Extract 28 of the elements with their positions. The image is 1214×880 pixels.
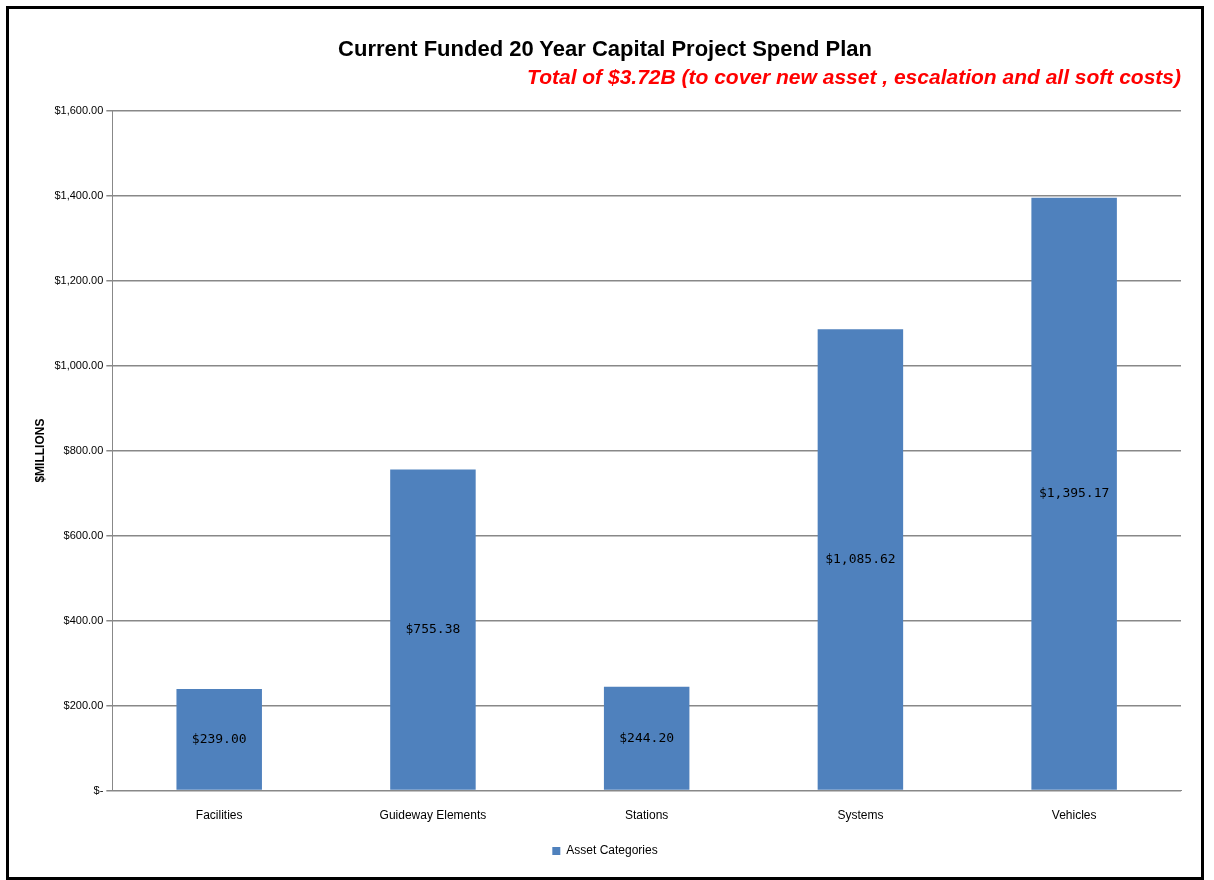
y-tick-label: $200.00 bbox=[63, 698, 104, 711]
chart-subtitle: Total of $3.72B (to cover new asset , escalation and all soft costs) bbox=[527, 64, 1181, 88]
bar bbox=[603, 686, 690, 790]
y-tick-label: $1,200.00 bbox=[54, 273, 104, 286]
bar bbox=[390, 469, 476, 790]
chart-title: Current Funded 20 Year Capital Project Spend Plan bbox=[338, 36, 872, 62]
y-tick-label: $1,400.00 bbox=[54, 188, 104, 201]
x-tick-label: Vehicles bbox=[1051, 808, 1097, 823]
y-tick-label: $1,000.00 bbox=[54, 358, 104, 371]
data-label: $1,085.62 bbox=[825, 550, 896, 566]
data-label: $1,395.17 bbox=[1038, 485, 1110, 501]
x-tick-label: Stations bbox=[624, 808, 669, 823]
y-tick-label: $600.00 bbox=[63, 528, 104, 541]
bar bbox=[1031, 197, 1117, 790]
data-label: $239.00 bbox=[191, 730, 247, 746]
y-axis-title: $MILLIONS bbox=[32, 418, 47, 483]
y-tick-label: $1,600.00 bbox=[54, 103, 104, 116]
data-label: $755.38 bbox=[405, 621, 461, 637]
legend-label: Asset Categories bbox=[566, 843, 658, 858]
bar bbox=[817, 329, 904, 790]
data-label: $244.20 bbox=[619, 729, 675, 745]
x-tick-label: Guideway Elements bbox=[379, 808, 487, 823]
y-tick-label: $- bbox=[93, 783, 104, 796]
bar bbox=[176, 689, 262, 790]
x-tick-label: Facilities bbox=[195, 808, 243, 823]
x-tick-label: Systems bbox=[837, 808, 884, 823]
y-tick-label: $400.00 bbox=[63, 613, 104, 626]
y-tick-label: $800.00 bbox=[63, 443, 104, 456]
